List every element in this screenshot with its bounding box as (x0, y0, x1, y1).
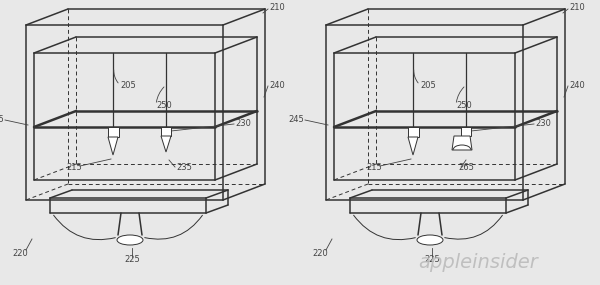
Polygon shape (408, 137, 418, 155)
Text: 220: 220 (312, 249, 328, 258)
Bar (408, 127, 419, 137)
Text: 265: 265 (458, 164, 474, 172)
Text: 245: 245 (0, 115, 4, 125)
Text: 240: 240 (569, 80, 585, 89)
Text: 250: 250 (456, 101, 472, 109)
Text: 230: 230 (535, 119, 551, 127)
Text: 250: 250 (156, 101, 172, 109)
Text: appleinsider: appleinsider (418, 253, 538, 272)
Text: 210: 210 (569, 3, 585, 11)
Text: 235: 235 (176, 164, 192, 172)
Text: 230: 230 (235, 119, 251, 127)
Text: 215: 215 (366, 162, 382, 172)
Polygon shape (108, 137, 118, 155)
Bar (108, 127, 119, 137)
Bar (461, 127, 471, 136)
Ellipse shape (417, 235, 443, 245)
Text: 225: 225 (424, 255, 440, 264)
Text: 245: 245 (288, 115, 304, 125)
Text: 225: 225 (124, 255, 140, 264)
Text: 240: 240 (269, 80, 285, 89)
Polygon shape (452, 136, 472, 150)
Text: 220: 220 (12, 249, 28, 258)
Ellipse shape (117, 235, 143, 245)
Text: 215: 215 (66, 162, 82, 172)
Text: 205: 205 (420, 80, 436, 89)
Text: 205: 205 (120, 80, 136, 89)
Polygon shape (161, 136, 171, 152)
Bar (161, 127, 171, 136)
Text: 210: 210 (269, 3, 285, 11)
